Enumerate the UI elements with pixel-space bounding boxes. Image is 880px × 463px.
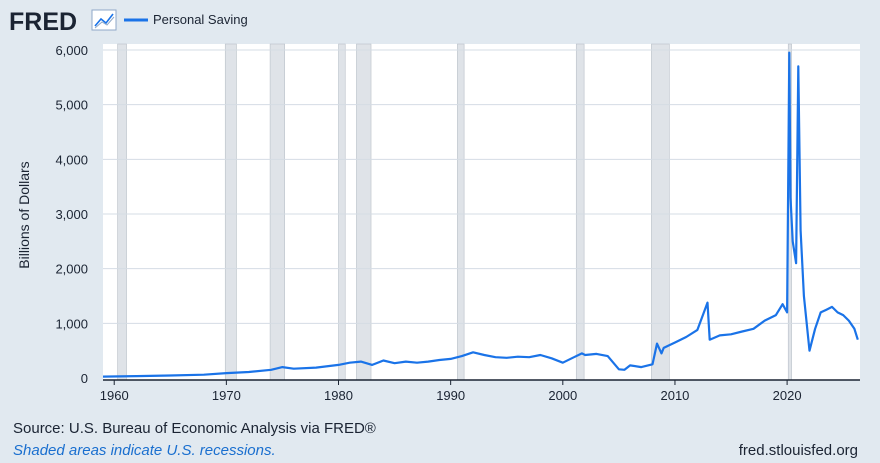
recession-band bbox=[224, 43, 237, 381]
y-tick-label: 0 bbox=[81, 371, 88, 386]
x-tick-label: 1970 bbox=[212, 388, 241, 403]
recession-band bbox=[117, 43, 127, 381]
series-line-personal-saving bbox=[102, 51, 859, 378]
y-tick-label: 5,000 bbox=[55, 98, 88, 113]
fred-logo[interactable]: FRED bbox=[9, 8, 77, 36]
x-tick-label: 2010 bbox=[660, 388, 689, 403]
recession-band bbox=[651, 43, 670, 381]
y-tick-label: 2,000 bbox=[55, 262, 88, 277]
recession-band bbox=[356, 43, 372, 381]
x-tick-label: 2020 bbox=[773, 388, 802, 403]
x-tick-label: 1990 bbox=[436, 388, 465, 403]
x-tick-label: 1960 bbox=[100, 388, 129, 403]
legend-label: Personal Saving bbox=[153, 12, 248, 27]
recession-band bbox=[575, 43, 585, 381]
trend-line-icon bbox=[91, 9, 117, 31]
y-axis-label: Billions of Dollars bbox=[16, 161, 32, 268]
recession-band bbox=[457, 43, 465, 381]
x-tick-label: 1980 bbox=[324, 388, 353, 403]
y-tick-label: 3,000 bbox=[55, 207, 88, 222]
site-link[interactable]: fred.stlouisfed.org bbox=[738, 442, 858, 459]
recession-band bbox=[338, 43, 346, 381]
y-tick-label: 6,000 bbox=[55, 43, 88, 58]
y-tick-label: 1,000 bbox=[55, 316, 88, 331]
x-tick-label: 2000 bbox=[548, 388, 577, 403]
recession-note: Shaded areas indicate U.S. recessions. bbox=[13, 442, 276, 459]
recession-band bbox=[269, 43, 285, 381]
source-text: Source: U.S. Bureau of Economic Analysis… bbox=[13, 420, 376, 437]
y-tick-label: 4,000 bbox=[55, 152, 88, 167]
